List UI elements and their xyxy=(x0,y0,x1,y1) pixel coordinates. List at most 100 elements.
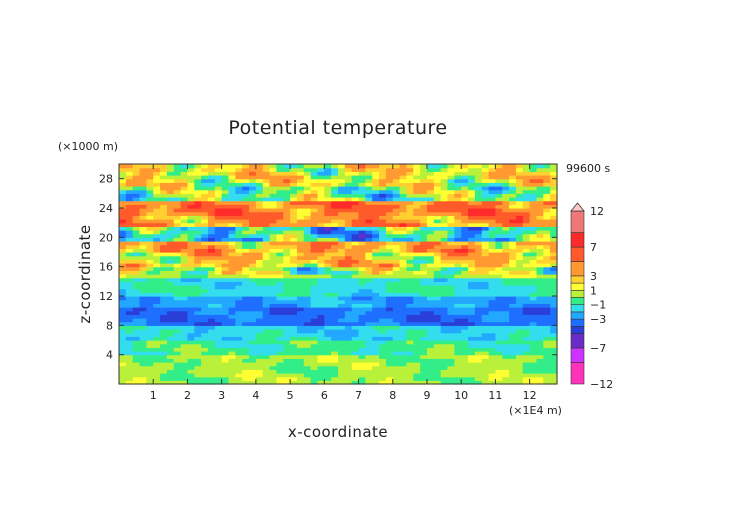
contour-cell xyxy=(413,178,421,183)
contour-cell xyxy=(365,358,373,363)
contour-cell xyxy=(125,365,134,370)
contour-cell xyxy=(385,226,394,231)
contour-cell xyxy=(502,292,510,297)
contour-cell xyxy=(303,307,312,312)
contour-cell xyxy=(310,226,319,231)
contour-cell xyxy=(296,211,305,216)
contour-cell xyxy=(249,288,257,293)
contour-cell xyxy=(283,362,291,367)
contour-cell xyxy=(488,288,497,293)
contour-cell xyxy=(221,164,230,169)
contour-cell xyxy=(413,299,421,304)
contour-cell xyxy=(214,365,223,370)
contour-cell xyxy=(392,336,401,341)
contour-cell xyxy=(351,186,360,191)
contour-cell xyxy=(488,281,497,286)
contour-cell xyxy=(529,219,538,224)
contour-cell xyxy=(132,186,141,191)
contour-cell xyxy=(310,347,319,352)
contour-cell xyxy=(454,365,462,370)
contour-cell xyxy=(180,193,189,198)
contour-cell xyxy=(262,230,271,235)
contour-cell xyxy=(249,336,257,341)
contour-cell xyxy=(474,226,483,231)
contour-cell xyxy=(344,314,353,319)
contour-cell xyxy=(221,226,230,231)
contour-cell xyxy=(187,332,195,337)
contour-cell xyxy=(447,292,455,297)
contour-cell xyxy=(550,222,558,227)
contour-cell xyxy=(255,241,264,246)
contour-cell xyxy=(550,182,558,187)
contour-cell xyxy=(132,321,141,326)
contour-cell xyxy=(269,332,278,337)
contour-cell xyxy=(166,358,175,363)
contour-cell xyxy=(296,281,305,286)
contour-cell xyxy=(214,303,223,308)
contour-cell xyxy=(221,237,230,242)
contour-cell xyxy=(132,296,141,301)
contour-cell xyxy=(365,171,373,176)
contour-cell xyxy=(180,336,189,341)
contour-cell xyxy=(515,321,524,326)
contour-cell xyxy=(255,233,264,238)
contour-cell xyxy=(488,197,497,202)
contour-cell xyxy=(296,204,305,209)
contour-cell xyxy=(187,244,195,249)
contour-cell xyxy=(413,255,421,260)
contour-cell xyxy=(365,362,373,367)
contour-cell xyxy=(440,259,449,264)
contour-cell xyxy=(201,197,209,202)
contour-cell xyxy=(385,175,394,180)
contour-cell xyxy=(310,373,319,378)
contour-cell xyxy=(146,211,154,216)
contour-cell xyxy=(358,343,366,348)
contour-cell xyxy=(276,248,284,253)
contour-cell xyxy=(522,288,531,293)
contour-cell xyxy=(372,365,380,370)
contour-cell xyxy=(139,380,147,385)
contour-cell xyxy=(440,365,449,370)
contour-cell xyxy=(317,200,325,205)
contour-cell xyxy=(399,255,408,260)
contour-cell xyxy=(447,189,455,194)
contour-cell xyxy=(536,274,544,279)
contour-cell xyxy=(344,193,353,198)
contour-cell xyxy=(515,358,524,363)
contour-cell xyxy=(488,376,497,381)
contour-cell xyxy=(207,178,216,183)
contour-cell xyxy=(536,347,544,352)
contour-cell xyxy=(160,252,168,257)
contour-cell xyxy=(420,263,428,268)
contour-cell xyxy=(392,325,401,330)
contour-cell xyxy=(296,252,305,257)
contour-cell xyxy=(529,204,538,209)
contour-cell xyxy=(235,182,243,187)
contour-cell xyxy=(242,189,250,194)
contour-cell xyxy=(119,314,127,319)
contour-cell xyxy=(303,226,312,231)
contour-cell xyxy=(529,167,538,172)
contour-cell xyxy=(495,354,503,359)
contour-cell xyxy=(153,175,161,180)
contour-cell xyxy=(317,266,325,271)
contour-cell xyxy=(228,354,236,359)
contour-cell xyxy=(166,175,175,180)
contour-cell xyxy=(392,373,401,378)
contour-cell xyxy=(173,215,182,220)
contour-cell xyxy=(255,230,264,235)
contour-cell xyxy=(255,358,264,363)
contour-cell xyxy=(228,281,236,286)
contour-cell xyxy=(228,200,236,205)
contour-cell xyxy=(221,285,230,290)
contour-cell xyxy=(461,336,469,341)
contour-cell xyxy=(331,281,339,286)
contour-cell xyxy=(180,296,189,301)
contour-cell xyxy=(180,259,189,264)
contour-cell xyxy=(358,329,366,334)
contour-cell xyxy=(255,171,264,176)
contour-cell xyxy=(125,354,134,359)
contour-cell xyxy=(509,347,517,352)
contour-cell xyxy=(207,329,216,334)
contour-cell xyxy=(420,226,428,231)
